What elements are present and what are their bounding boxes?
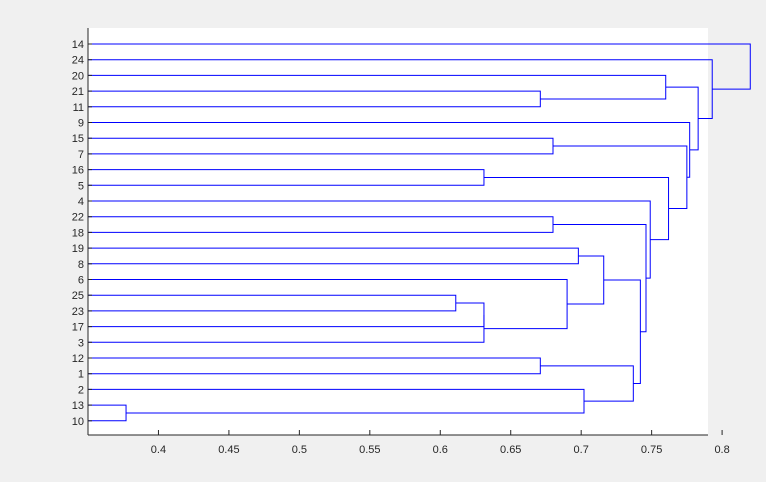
x-tick-label-7: 0.75	[641, 444, 662, 456]
x-tick-label-0: 0.4	[151, 444, 166, 456]
y-tick-label-4: 4	[78, 196, 84, 208]
branch-m1	[88, 404, 127, 422]
x-tick-label-2: 0.5	[292, 444, 307, 456]
y-tick-label-16: 16	[72, 165, 84, 177]
y-tick-label-13: 13	[72, 400, 84, 412]
y-tick-label-1: 1	[78, 369, 84, 381]
branch-m22	[665, 86, 699, 151]
branch-m14	[540, 365, 634, 402]
axes-background	[88, 28, 708, 435]
y-tick-label-12: 12	[72, 353, 84, 365]
y-tick-label-22: 22	[72, 212, 84, 224]
branch-m17	[88, 200, 651, 279]
x-axis-ticks: 0.4 0.45 0.5 0.55 0.6 0.65 0.7 0.75 0.8	[151, 430, 730, 456]
y-tick-label-19: 19	[72, 243, 84, 255]
branch-m6	[88, 90, 541, 108]
y-tick-label-18: 18	[72, 227, 84, 239]
y-tick-label-23: 23	[72, 306, 84, 318]
y-tick-label-8: 8	[78, 259, 84, 271]
y-tick-label-2: 2	[78, 384, 84, 396]
branch-m13	[567, 255, 605, 305]
branch-m4	[88, 314, 485, 343]
x-tick-label-3: 0.55	[359, 444, 380, 456]
axes-lines	[87, 28, 708, 436]
y-tick-label-15: 15	[72, 133, 84, 145]
branch-m23	[88, 59, 713, 120]
y-tick-label-7: 7	[78, 149, 84, 161]
branch-m18	[483, 176, 670, 241]
y-tick-label-25: 25	[72, 290, 84, 302]
branch-m7	[88, 357, 541, 375]
y-tick-label-14: 14	[72, 39, 84, 51]
x-tick-label-4: 0.6	[433, 444, 448, 456]
y-tick-label-6: 6	[78, 275, 84, 287]
y-tick-label-24: 24	[72, 55, 84, 67]
x-tick-label-1: 0.45	[218, 444, 239, 456]
y-tick-label-21: 21	[72, 86, 84, 98]
y-tick-label-5: 5	[78, 180, 84, 192]
y-tick-label-17: 17	[72, 322, 84, 334]
dendrogram-branches	[88, 43, 751, 422]
y-tick-label-20: 20	[72, 70, 84, 82]
y-tick-label-10: 10	[72, 416, 84, 428]
y-tick-label-11: 11	[73, 102, 84, 114]
x-tick-label-8: 0.8	[714, 444, 729, 456]
branch-m24	[88, 43, 751, 90]
x-tick-label-5: 0.65	[500, 444, 521, 456]
branch-m21	[88, 74, 667, 100]
y-axis-ticks: 1424202111915716542218198625231731212131…	[72, 39, 92, 428]
x-tick-label-6: 0.7	[574, 444, 589, 456]
y-tick-label-9: 9	[78, 118, 84, 130]
y-tick-label-3: 3	[78, 337, 84, 349]
